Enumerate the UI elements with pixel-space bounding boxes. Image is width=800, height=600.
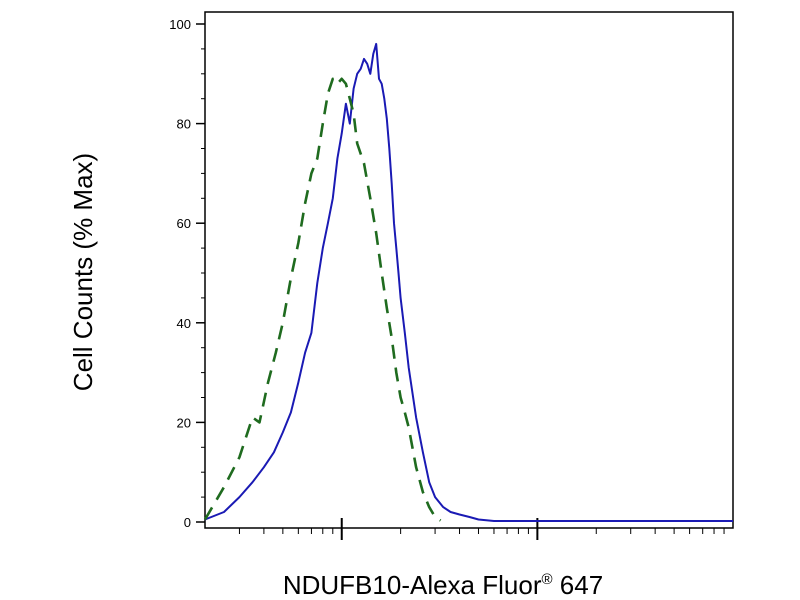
series-line-solid xyxy=(204,42,733,522)
x-axis-ticks xyxy=(238,518,725,540)
x-axis-title-suffix: 647 xyxy=(553,570,604,600)
y-tick-label: 0 xyxy=(184,515,191,530)
series-layer xyxy=(203,42,733,522)
plot-frame xyxy=(204,11,734,529)
plot-border xyxy=(204,11,734,529)
y-axis-ticks: 0 20 40 60 80 100 xyxy=(169,17,205,530)
x-axis-title: NDUFB10-Alexa Fluor® 647 xyxy=(283,570,603,600)
y-tick-label: 80 xyxy=(177,117,191,132)
y-tick-label: 60 xyxy=(177,216,191,231)
x-axis-title-superscript: ® xyxy=(541,571,552,588)
y-tick-label: 20 xyxy=(177,415,191,430)
y-tick-label: 100 xyxy=(169,17,191,32)
series-line-dashed xyxy=(203,77,442,522)
y-axis-title: Cell Counts (% Max) xyxy=(68,153,98,391)
y-tick-label: 40 xyxy=(177,316,191,331)
x-axis-title-main: NDUFB10-Alexa Fluor xyxy=(283,570,542,600)
